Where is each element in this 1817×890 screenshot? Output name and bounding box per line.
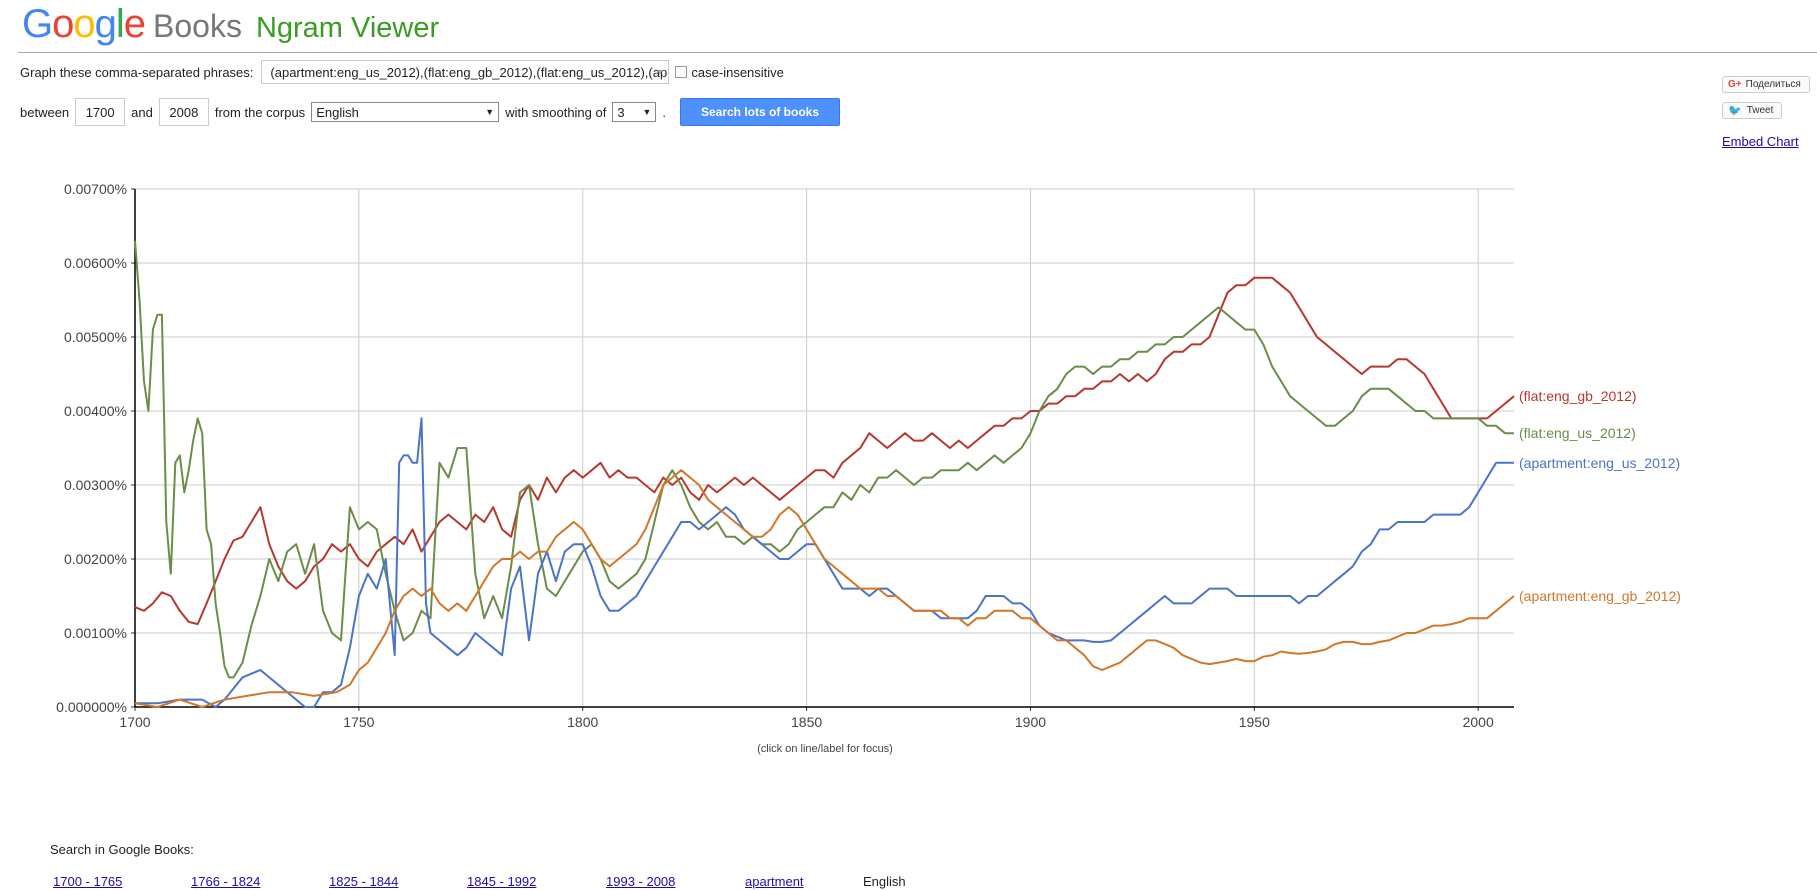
- google-wordmark: Google: [22, 2, 146, 47]
- ngram-chart[interactable]: 0.000000% 0.00100% 0.00200% 0.00300% 0.00400…: [0, 160, 1817, 760]
- x-tick-label: 1750: [343, 714, 374, 730]
- y-tick-label: 0.00700%: [64, 181, 127, 197]
- case-insensitive-checkbox[interactable]: [675, 66, 688, 78]
- logo-letter: g: [94, 2, 117, 46]
- phrases-input[interactable]: (apartment:eng_us_2012),(flat:eng_gb_201…: [261, 60, 670, 84]
- tweet-label: Tweet: [1746, 105, 1774, 116]
- header-divider: [18, 52, 1817, 53]
- period: .: [662, 104, 666, 120]
- search-range-link[interactable]: 1766 - 1824: [191, 874, 261, 889]
- x-tick-label: 1850: [791, 714, 822, 730]
- series-line[interactable]: [134, 469, 1515, 708]
- y-tick-label: 0.00500%: [64, 329, 127, 345]
- search-button[interactable]: Search lots of books: [679, 98, 840, 126]
- search-corpus-label: English: [863, 874, 906, 889]
- x-tick-label: 2000: [1463, 714, 1494, 730]
- y-tick-label: 0.00200%: [64, 551, 127, 567]
- series-label[interactable]: (flat:eng_gb_2012): [1519, 388, 1637, 404]
- embed-chart-link[interactable]: Embed Chart: [1722, 134, 1799, 149]
- search-range-link[interactable]: 1993 - 2008: [606, 874, 676, 889]
- end-year-input[interactable]: 2008: [158, 98, 209, 126]
- logo-letter: o: [73, 2, 95, 46]
- corpus-label: from the corpus: [214, 104, 306, 120]
- search-range-link[interactable]: apartment: [745, 874, 804, 889]
- search-range-link[interactable]: 1825 - 1844: [329, 874, 399, 889]
- x-tick-label: 1900: [1015, 714, 1046, 730]
- tweet-button[interactable]: 🐦 Tweet: [1722, 102, 1782, 119]
- search-in-books-label: Search in Google Books:: [50, 842, 194, 857]
- logo-letter: o: [52, 2, 74, 46]
- chevron-down-icon: ▼: [642, 107, 652, 117]
- smoothing-label: with smoothing of: [505, 104, 607, 120]
- phrases-row: Graph these comma-separated phrases: (ap…: [20, 60, 784, 84]
- y-tick-label: 0.00100%: [64, 625, 127, 641]
- x-tick-label: 1950: [1239, 714, 1270, 730]
- series-line[interactable]: [135, 417, 1514, 708]
- y-tick-label: 0.00600%: [64, 255, 127, 271]
- chevron-down-icon: ▼: [655, 67, 665, 77]
- between-label: between: [20, 104, 70, 120]
- logo-letter: l: [115, 2, 125, 46]
- series-label[interactable]: (apartment:eng_us_2012): [1519, 455, 1680, 471]
- x-tick-label: 1700: [119, 714, 150, 730]
- series-line[interactable]: [134, 240, 1514, 679]
- logo-letter: e: [123, 2, 146, 46]
- phrases-label: Graph these comma-separated phrases:: [20, 64, 254, 80]
- y-tick-label: 0.00400%: [64, 403, 127, 419]
- series-label[interactable]: (apartment:eng_gb_2012): [1519, 588, 1681, 604]
- books-wordmark: Books: [153, 8, 242, 44]
- app-title: Ngram Viewer: [255, 12, 440, 44]
- y-tick-label: 0.00300%: [64, 477, 127, 493]
- series-line[interactable]: [134, 276, 1515, 626]
- smoothing-select-value: 3: [617, 104, 625, 120]
- and-label: and: [131, 104, 153, 120]
- twitter-bird-icon: 🐦: [1728, 105, 1742, 117]
- phrases-input-value: (apartment:eng_us_2012),(flat:eng_gb_201…: [270, 64, 668, 80]
- range-row: between 1700 and 2008 from the corpus En…: [20, 98, 840, 126]
- chart-footnote: (click on line/label for focus): [757, 743, 893, 755]
- search-range-link[interactable]: 1700 - 1765: [53, 874, 123, 889]
- gplus-share-button[interactable]: G+ Поделиться: [1722, 76, 1810, 93]
- chevron-down-icon: ▼: [485, 107, 495, 117]
- corpus-select-value: English: [316, 104, 359, 120]
- x-tick-label: 1800: [567, 714, 598, 730]
- series-label[interactable]: (flat:eng_us_2012): [1519, 425, 1636, 441]
- case-insensitive-label: case-insensitive: [691, 64, 784, 80]
- smoothing-select[interactable]: 3 ▼: [612, 102, 657, 122]
- y-tick-label: 0.000000%: [56, 699, 127, 715]
- google-books-logo[interactable]: Google Books Ngram Viewer: [22, 2, 439, 48]
- corpus-select[interactable]: English ▼: [311, 102, 500, 122]
- search-range-link[interactable]: 1845 - 1992: [467, 874, 537, 889]
- logo-letter: G: [22, 2, 53, 46]
- gplus-share-label: Поделиться: [1745, 79, 1801, 90]
- google-plus-icon: G+: [1728, 79, 1742, 90]
- start-year-input[interactable]: 1700: [75, 98, 126, 126]
